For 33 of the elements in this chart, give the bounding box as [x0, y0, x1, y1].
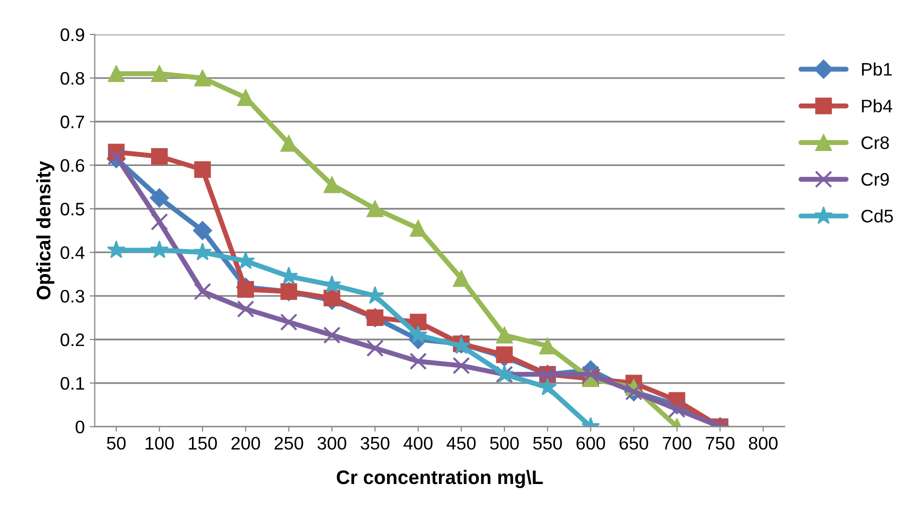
y-tick-label: 0.1	[60, 377, 84, 390]
x-tick-label: 50	[106, 436, 126, 450]
x-tick-label: 300	[318, 436, 346, 450]
y-tick-label: 0.4	[60, 246, 84, 260]
legend-label: Pb4	[862, 99, 892, 112]
x-tick-label: 450	[446, 436, 476, 450]
legend-label: Pb1	[862, 62, 892, 76]
y-tick-label: 0.5	[60, 202, 84, 216]
y-tick-label: 0.7	[60, 116, 84, 128]
legend-label: Cr8	[861, 136, 889, 150]
x-tick-label: 750	[706, 436, 734, 450]
x-tick-label: 800	[748, 436, 778, 450]
legend-label: Cr9	[861, 173, 889, 186]
x-tick-label: 100	[146, 436, 174, 450]
x-tick-label: 600	[576, 436, 606, 450]
x-tick-label: 250	[274, 436, 304, 450]
x-tick-label: 400	[404, 436, 433, 450]
y-tick-label: 0	[76, 420, 84, 434]
x-axis-title: Cr concentration mg\L	[336, 470, 543, 488]
y-axis-title: Optical density	[36, 160, 54, 300]
x-tick-label: 150	[188, 436, 217, 450]
x-tick-label: 700	[662, 436, 692, 450]
x-tick-label: 350	[360, 436, 390, 450]
y-tick-label: 0.9	[60, 28, 84, 42]
x-tick-label: 200	[232, 436, 260, 450]
y-tick-label: 0.3	[60, 290, 84, 303]
y-tick-label: 0.6	[60, 159, 84, 172]
x-tick-label: 550	[533, 436, 562, 450]
legend-label: Cd5	[861, 209, 893, 222]
y-tick-label: 0.8	[60, 72, 84, 85]
x-tick-label: 650	[620, 436, 648, 450]
x-tick-label: 500	[490, 436, 519, 450]
y-tick-label: 0.2	[60, 333, 84, 346]
